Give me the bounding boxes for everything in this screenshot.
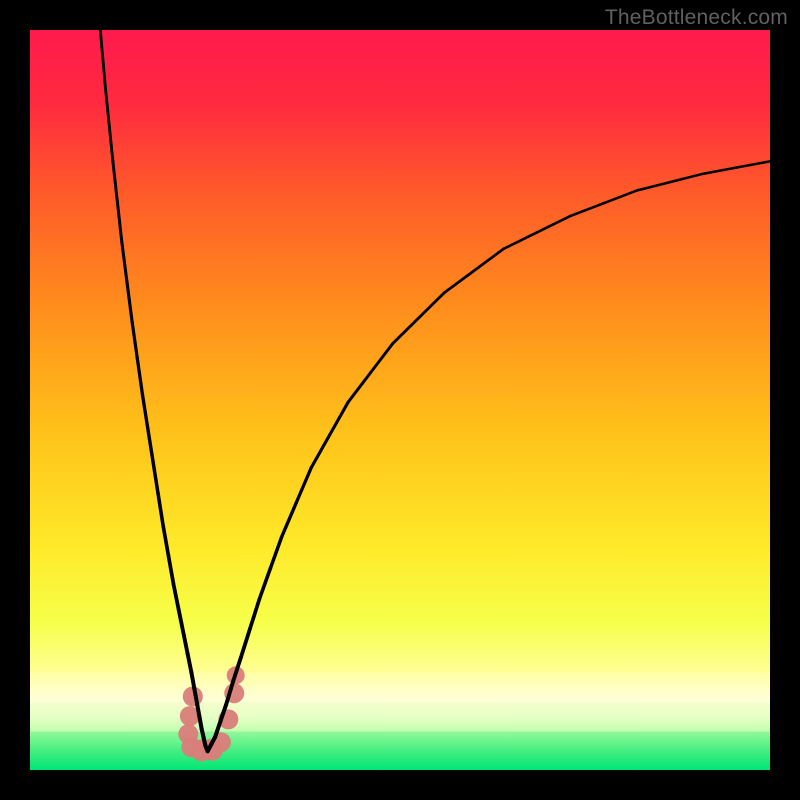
bottom-bands xyxy=(30,672,770,770)
chart-container: { "watermark": { "text": "TheBottleneck.… xyxy=(0,0,800,800)
gradient-background xyxy=(30,30,770,770)
chart-svg xyxy=(30,30,770,770)
plot-area xyxy=(30,30,770,770)
watermark-text: TheBottleneck.com xyxy=(605,6,788,30)
